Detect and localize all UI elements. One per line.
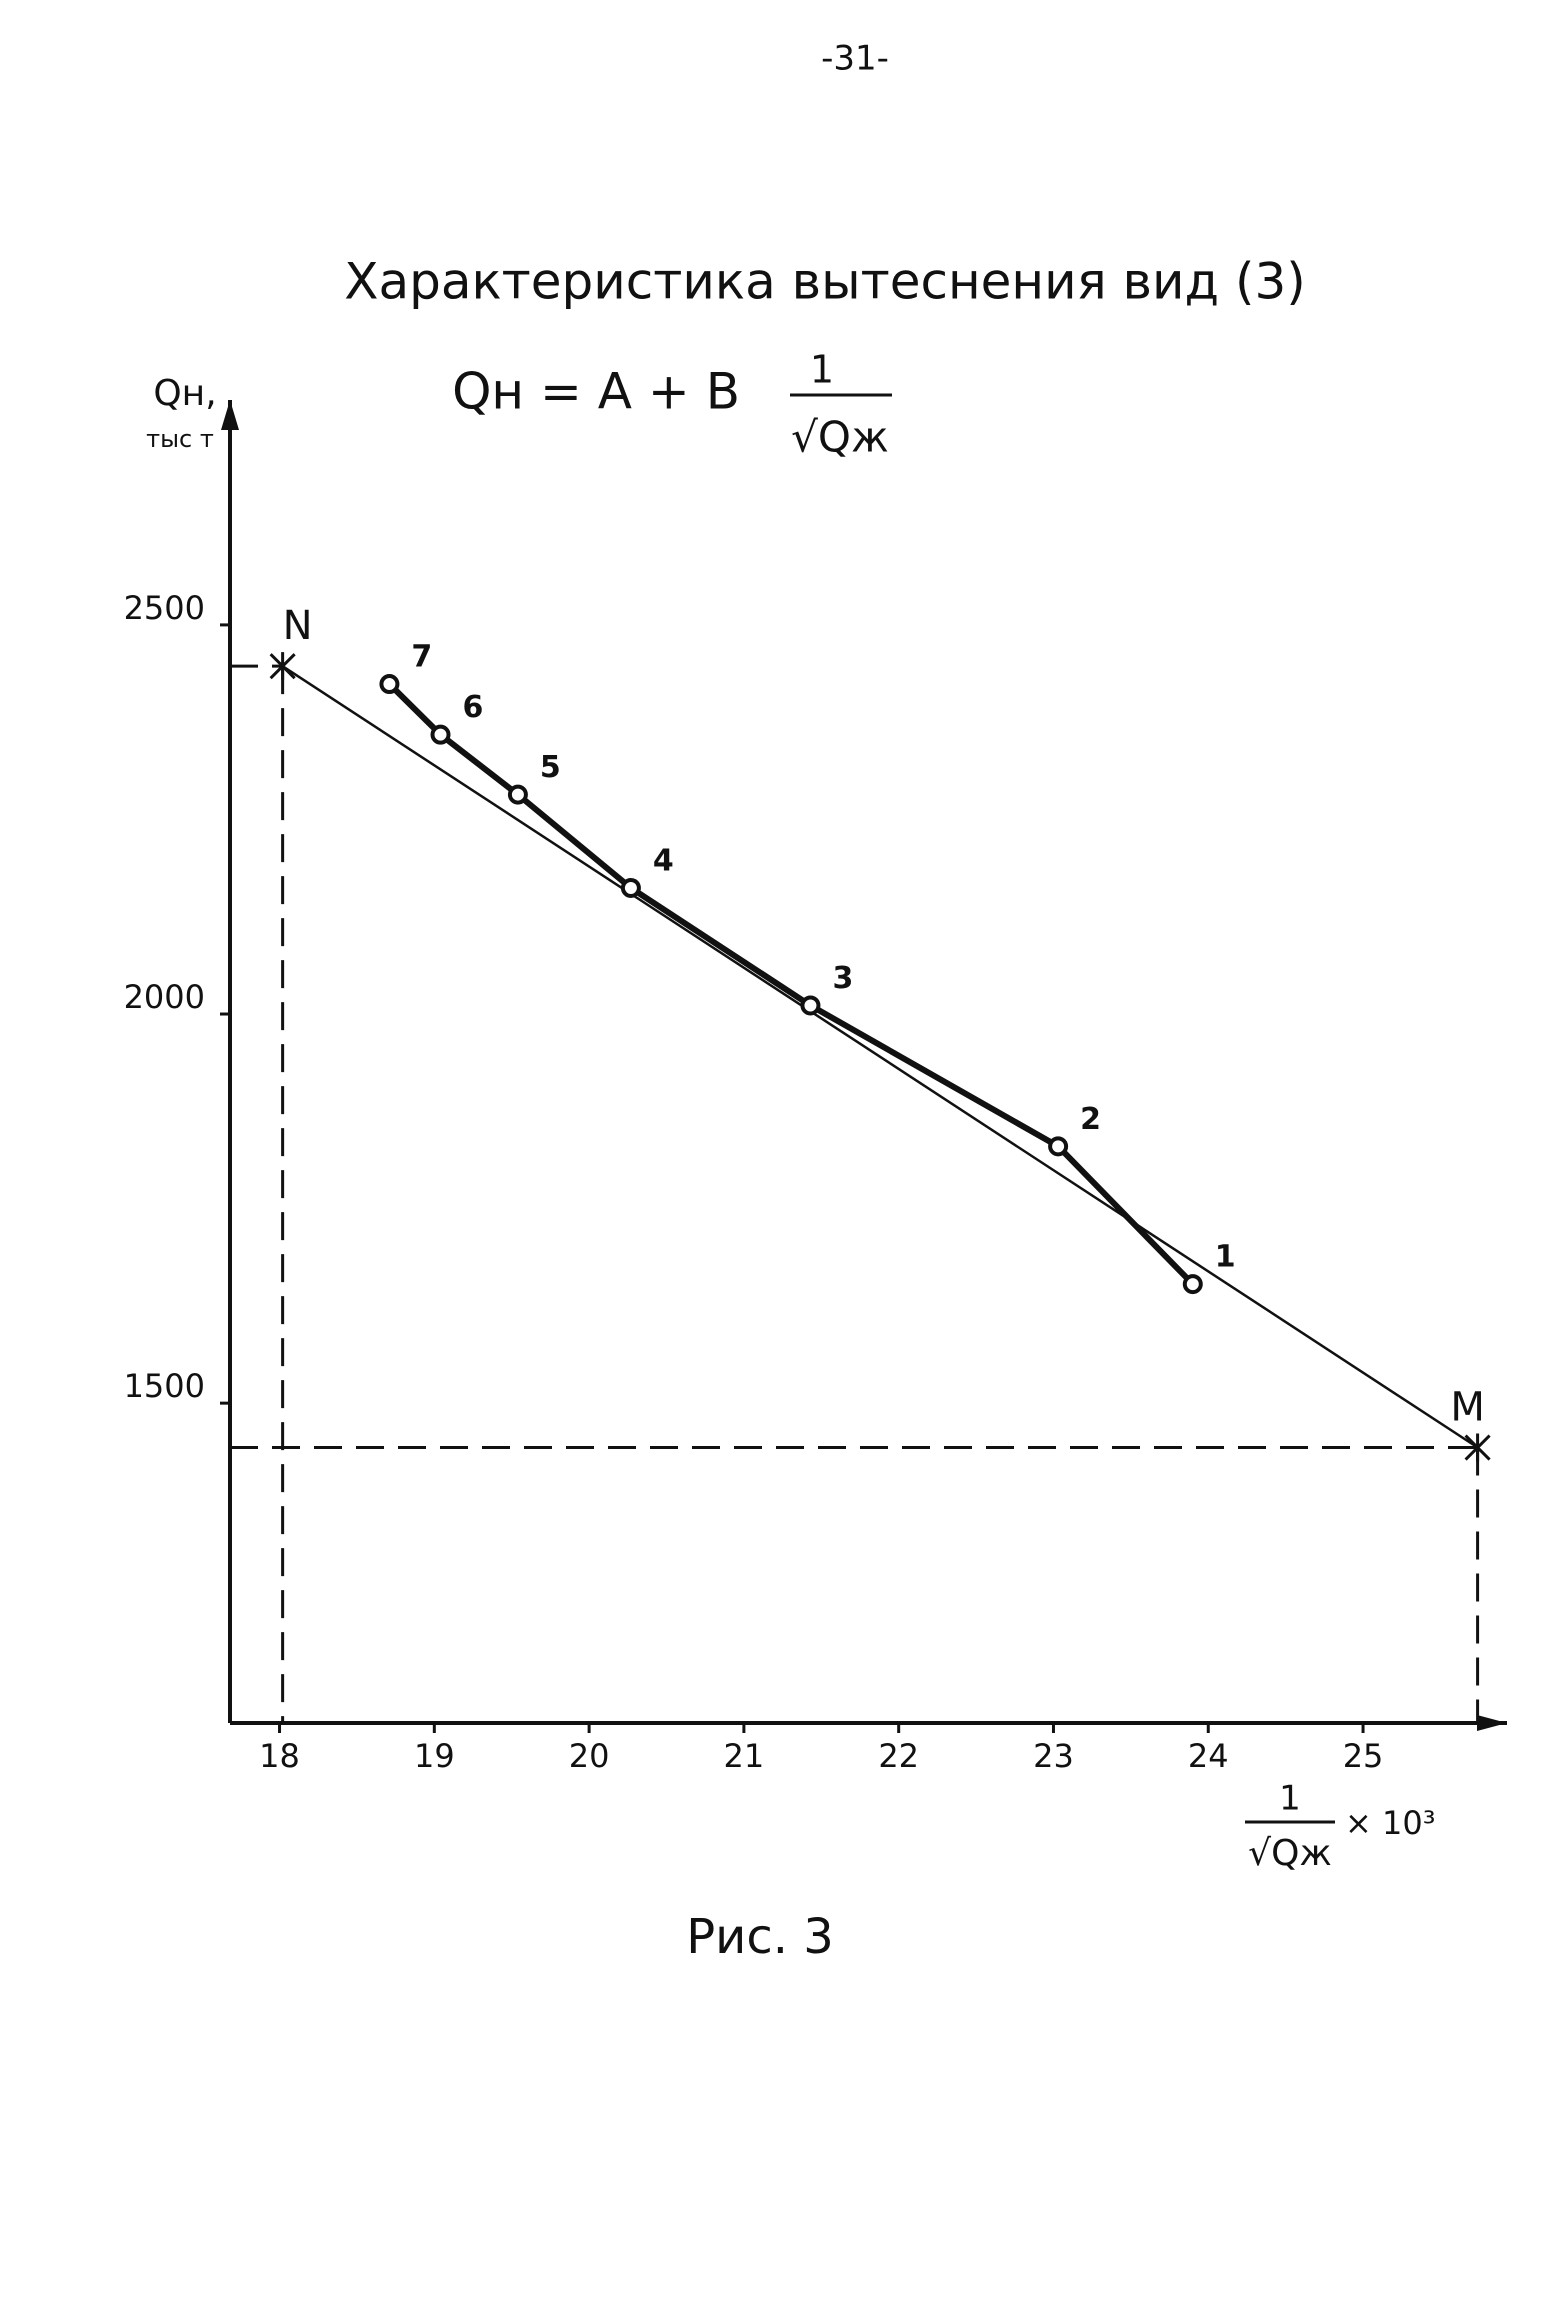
x-tick-label: 21 — [724, 1737, 765, 1775]
x-tick-label: 25 — [1343, 1737, 1384, 1775]
x-tick-label: 20 — [569, 1737, 610, 1775]
data-point — [1182, 1274, 1203, 1295]
x-axis-label: 1 — [1279, 1779, 1301, 1819]
point-label: 6 — [463, 690, 484, 725]
y-tick-label: 2000 — [124, 978, 205, 1016]
data-point — [379, 674, 400, 695]
point-label: 2 — [1080, 1102, 1101, 1137]
x-axis-label: √Qж — [1248, 1833, 1332, 1874]
point-label: 3 — [832, 961, 853, 996]
formula-numerator: 1 — [810, 348, 834, 392]
fit-line — [281, 665, 1479, 1449]
data-line — [387, 681, 1195, 1287]
point-label: 5 — [540, 750, 561, 785]
caption: Рис. 3 — [686, 1909, 834, 1965]
y-axis-label: Qн, — [153, 373, 216, 414]
point-label: 1 — [1215, 1240, 1236, 1275]
point-label: 7 — [411, 640, 432, 675]
endpoint-label: N — [283, 603, 313, 649]
x-tick-label: 18 — [259, 1737, 300, 1775]
data-point — [1048, 1136, 1069, 1157]
point-label: 4 — [653, 843, 674, 878]
formula: Qн = A + B — [452, 363, 740, 421]
y-tick-label: 1500 — [124, 1367, 205, 1405]
endpoint-mark — [1464, 1433, 1491, 1462]
endpoint-label: M — [1450, 1385, 1485, 1431]
endpoint-mark — [269, 652, 296, 681]
x-tick-label: 19 — [414, 1737, 455, 1775]
data-point — [430, 724, 451, 745]
x-tick-label: 24 — [1188, 1737, 1229, 1775]
x-axis-label: × 10³ — [1345, 1804, 1436, 1842]
data-point — [620, 877, 641, 898]
page-number: -31- — [821, 39, 889, 79]
data-point — [800, 995, 821, 1016]
y-axis-arrow — [221, 400, 239, 430]
chart-title: Характеристика вытеснения вид (3) — [344, 253, 1306, 311]
y-axis-label: тыс т — [146, 425, 214, 453]
formula-denominator: √Qж — [791, 413, 889, 462]
x-tick-label: 23 — [1033, 1737, 1074, 1775]
x-tick-label: 22 — [878, 1737, 919, 1775]
y-tick-label: 2500 — [124, 589, 205, 627]
x-axis-arrow — [1477, 1715, 1507, 1731]
data-point — [507, 784, 528, 805]
